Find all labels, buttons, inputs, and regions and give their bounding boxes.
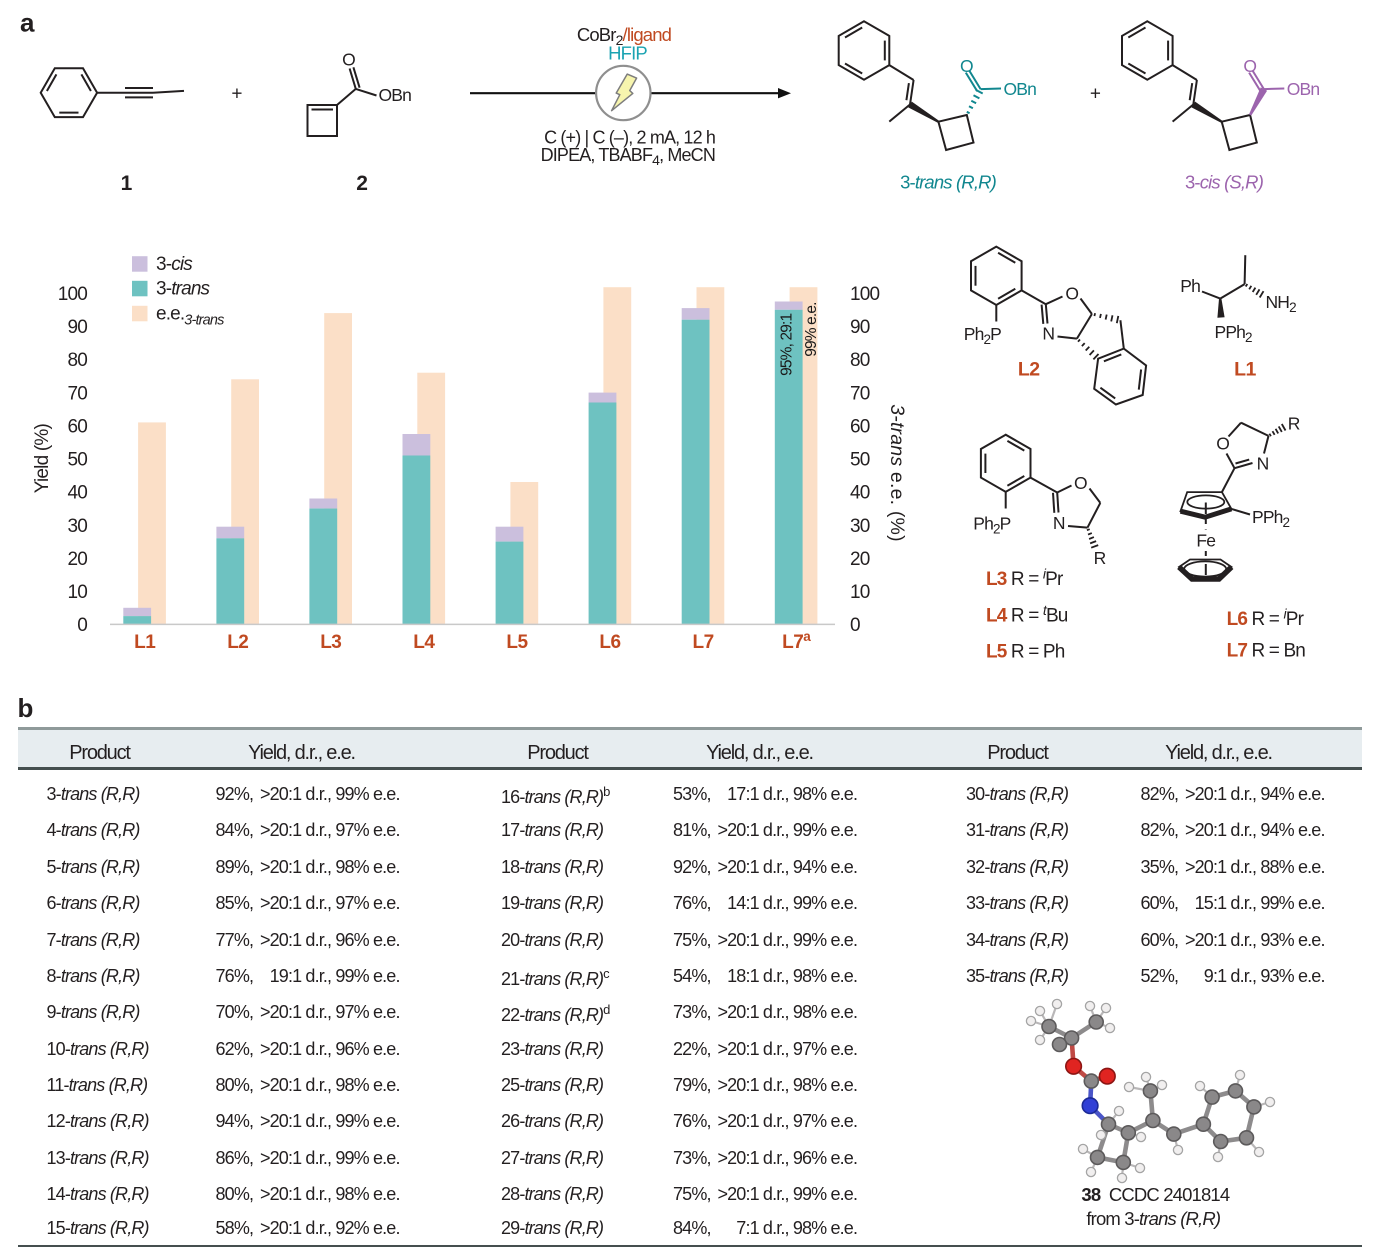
svg-text:O: O <box>960 56 973 76</box>
svg-text:0: 0 <box>850 615 860 636</box>
svg-text:DIPEA, TBABF4, MeCN: DIPEA, TBABF4, MeCN <box>541 145 715 168</box>
svg-text:OBn: OBn <box>1004 79 1037 99</box>
svg-text:L5 R = Ph: L5 R = Ph <box>986 642 1065 663</box>
svg-text:100: 100 <box>850 284 880 305</box>
svg-text:O: O <box>1216 434 1229 454</box>
svg-text:R: R <box>1288 414 1300 434</box>
svg-text:CoBr2/ligand: CoBr2/ligand <box>577 24 672 48</box>
svg-text:L3: L3 <box>320 632 341 653</box>
svg-text:OBn: OBn <box>1287 79 1320 99</box>
svg-text:L3 R = iPr: L3 R = iPr <box>986 566 1064 591</box>
svg-text:Yield (%): Yield (%) <box>32 424 53 494</box>
svg-text:30: 30 <box>850 516 870 537</box>
svg-text:+: + <box>231 84 242 105</box>
svg-text:40: 40 <box>67 483 87 504</box>
svg-text:Fe: Fe <box>1196 531 1215 551</box>
svg-text:R: R <box>1094 548 1106 568</box>
svg-text:PPh2: PPh2 <box>1215 322 1253 345</box>
svg-text:10: 10 <box>67 582 87 603</box>
svg-text:20: 20 <box>67 549 87 570</box>
svg-text:L6 R = iPr: L6 R = iPr <box>1227 606 1305 631</box>
svg-text:38 CCDC 2401814: 38 CCDC 2401814 <box>1081 1184 1229 1205</box>
svg-text:3-cis (S,R): 3-cis (S,R) <box>1185 172 1264 193</box>
svg-text:HFIP: HFIP <box>608 42 647 63</box>
svg-text:L4: L4 <box>413 632 435 653</box>
svg-text:Ph: Ph <box>1180 276 1200 296</box>
svg-text:N: N <box>1257 453 1269 473</box>
svg-text:O: O <box>1065 284 1078 304</box>
svg-text:99% e.e.: 99% e.e. <box>803 302 820 356</box>
svg-text:50: 50 <box>850 450 870 471</box>
svg-text:L6: L6 <box>599 632 620 653</box>
svg-text:70: 70 <box>850 383 870 404</box>
svg-text:a: a <box>20 7 35 37</box>
svg-text:NH2: NH2 <box>1266 292 1297 315</box>
svg-text:O: O <box>342 49 355 69</box>
svg-text:L2: L2 <box>1018 359 1040 381</box>
svg-text:95%, 29:1: 95%, 29:1 <box>779 313 796 375</box>
svg-text:80: 80 <box>850 350 870 371</box>
svg-text:2: 2 <box>356 172 367 195</box>
svg-text:PPh2: PPh2 <box>1252 507 1290 530</box>
svg-text:+: + <box>1090 84 1101 105</box>
svg-text:L7: L7 <box>693 632 714 653</box>
svg-text:from 3-trans (R,R): from 3-trans (R,R) <box>1086 1208 1220 1229</box>
svg-text:OBn: OBn <box>379 85 412 105</box>
svg-text:L7 R = Bn: L7 R = Bn <box>1227 641 1306 662</box>
svg-text:60: 60 <box>850 417 870 438</box>
svg-text:3-cis: 3-cis <box>156 254 193 275</box>
svg-text:0: 0 <box>77 615 87 636</box>
svg-text:100: 100 <box>58 284 88 305</box>
svg-text:L2: L2 <box>227 632 248 653</box>
svg-text:50: 50 <box>67 450 87 471</box>
svg-text:90: 90 <box>850 317 870 338</box>
svg-text:L4 R = tBu: L4 R = tBu <box>986 602 1068 627</box>
svg-text:O: O <box>1243 56 1256 76</box>
svg-text:3-trans (R,R): 3-trans (R,R) <box>900 172 997 193</box>
svg-text:90: 90 <box>67 317 87 338</box>
svg-text:Ph2P: Ph2P <box>964 324 1001 347</box>
svg-text:L1: L1 <box>1234 359 1256 381</box>
svg-text:30: 30 <box>67 516 87 537</box>
svg-text:Ph2P: Ph2P <box>973 514 1010 537</box>
svg-text:N: N <box>1053 513 1065 533</box>
svg-text:N: N <box>1042 324 1054 344</box>
svg-text:3-trans: 3-trans <box>156 279 211 300</box>
svg-text:60: 60 <box>67 417 87 438</box>
svg-text:L5: L5 <box>506 632 528 653</box>
svg-text:C (+) | C (–), 2 mA, 12 h: C (+) | C (–), 2 mA, 12 h <box>544 128 715 148</box>
svg-text:L1: L1 <box>134 632 156 653</box>
svg-text:70: 70 <box>67 383 87 404</box>
svg-text:10: 10 <box>850 582 870 603</box>
svg-text:O: O <box>1074 473 1087 493</box>
svg-text:80: 80 <box>67 350 87 371</box>
svg-text:20: 20 <box>850 549 870 570</box>
svg-text:1: 1 <box>121 172 133 195</box>
svg-text:40: 40 <box>850 483 870 504</box>
svg-text:3-trans e.e. (%): 3-trans e.e. (%) <box>886 404 908 542</box>
